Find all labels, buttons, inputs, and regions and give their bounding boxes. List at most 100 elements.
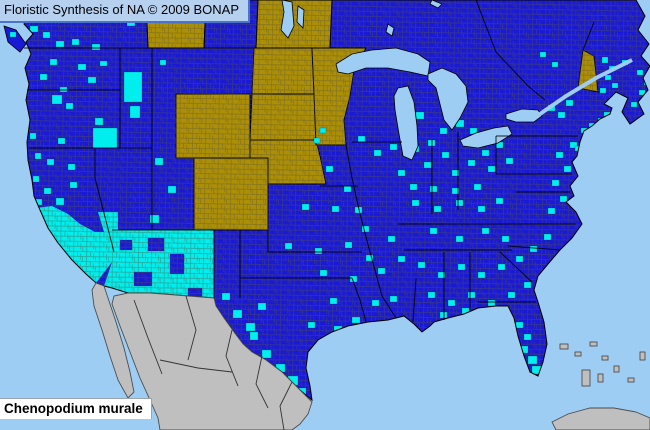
- county-record-marker: [357, 135, 366, 143]
- county-record-marker: [423, 161, 432, 169]
- county-record-marker: [473, 183, 482, 191]
- county-record-marker: [344, 241, 353, 249]
- county-record-marker: [361, 225, 370, 233]
- county-record-marker: [557, 111, 566, 119]
- county-record-marker: [373, 149, 382, 157]
- county-record-marker: [433, 205, 442, 213]
- bahamas-island: [627, 377, 635, 383]
- county-record-marker: [547, 207, 556, 215]
- mexico-internal-borders: [133, 295, 293, 430]
- county-record-marker: [565, 99, 574, 107]
- titlebar: Floristic Synthesis of NA © 2009 BONAP: [0, 0, 251, 23]
- james-bay: [429, 0, 443, 9]
- county-record-marker: [314, 247, 323, 255]
- county-record-marker: [559, 195, 568, 203]
- county-record-marker: [313, 137, 321, 144]
- species-label: Chenopodium murale: [0, 398, 152, 419]
- county-record-marker: [77, 63, 87, 71]
- species-name-text: Chenopodium murale: [4, 401, 143, 416]
- lake-huron: [427, 67, 469, 131]
- county-record-marker: [563, 165, 572, 173]
- county-record-marker: [29, 25, 39, 33]
- county-record-marker: [638, 89, 646, 96]
- county-record-marker: [523, 281, 532, 289]
- county-record-marker: [527, 355, 538, 365]
- county-record-marker: [636, 69, 644, 76]
- lake-michigan: [393, 85, 419, 161]
- county-record-marker: [429, 227, 438, 235]
- county-record-marker: [329, 297, 338, 305]
- county-record-marker: [495, 197, 504, 205]
- county-record-marker: [149, 214, 160, 224]
- county-record-marker: [497, 263, 506, 271]
- county-record-marker: [397, 255, 406, 263]
- county-record-marker: [55, 40, 65, 48]
- bahamas-island: [559, 343, 569, 350]
- st-lawrence-river: [538, 58, 633, 116]
- county-record-marker: [365, 254, 374, 262]
- county-record-marker: [221, 292, 231, 301]
- county-record-marker: [261, 349, 272, 359]
- county-record-marker: [245, 322, 256, 332]
- county-record-marker: [94, 117, 104, 126]
- region-bahamas: [559, 341, 646, 387]
- county-record-marker: [257, 302, 267, 311]
- county-record-marker: [477, 271, 486, 279]
- lake-winnipegosis: [296, 5, 305, 29]
- county-record-marker: [455, 235, 464, 243]
- county-record-marker: [39, 73, 48, 81]
- county-record-marker: [481, 149, 490, 157]
- county-record-marker: [501, 235, 510, 243]
- county-record-marker: [371, 299, 380, 307]
- vancouver-island: [3, 25, 27, 53]
- county-record-marker: [387, 235, 396, 243]
- county-record-marker: [91, 43, 101, 51]
- outside-coverage: [91, 282, 650, 430]
- region-baja-california: [91, 282, 135, 399]
- county-record-marker: [551, 179, 560, 187]
- bahamas-island: [601, 355, 609, 361]
- county-record-marker: [447, 299, 456, 307]
- county-record-marker: [507, 291, 516, 299]
- county-record-marker: [92, 127, 118, 149]
- county-record-marker: [601, 56, 609, 64]
- county-record-marker: [411, 199, 420, 207]
- county-record-marker: [487, 299, 496, 307]
- county-record-marker: [630, 101, 638, 108]
- county-record-marker: [439, 127, 448, 135]
- county-record-marker: [51, 94, 63, 105]
- county-record-marker: [429, 185, 438, 193]
- lake-erie: [459, 125, 513, 149]
- bahamas-andros-island: [581, 369, 591, 387]
- coastline: [0, 0, 650, 402]
- lakes: [280, 0, 633, 161]
- county-record-marker: [477, 205, 486, 213]
- county-record-marker: [539, 51, 547, 58]
- county-record-marker: [343, 185, 352, 193]
- county-record-marker: [99, 60, 108, 67]
- county-record-marker: [377, 267, 386, 275]
- county-record-marker: [437, 271, 446, 279]
- county-record-marker: [232, 309, 243, 319]
- county-record-marker: [505, 157, 514, 165]
- county-record-marker: [457, 263, 466, 271]
- county-record-marker: [325, 165, 334, 173]
- county-record-marker: [249, 331, 259, 341]
- county-record-marker: [154, 157, 164, 166]
- county-record-marker: [159, 59, 167, 66]
- county-record-marker: [87, 76, 97, 84]
- county-record-marker: [71, 38, 80, 46]
- county-record-marker: [123, 71, 143, 103]
- region-cuba: [551, 407, 650, 430]
- county-record-marker: [34, 152, 42, 160]
- county-record-marker: [451, 187, 460, 195]
- bahamas-island: [639, 351, 646, 361]
- county-record-marker: [481, 227, 490, 235]
- county-record-marker: [415, 111, 425, 120]
- county-record-marker: [129, 105, 141, 119]
- bahamas-island: [613, 365, 620, 373]
- county-record-marker: [319, 269, 328, 277]
- bahamas-island: [597, 373, 604, 383]
